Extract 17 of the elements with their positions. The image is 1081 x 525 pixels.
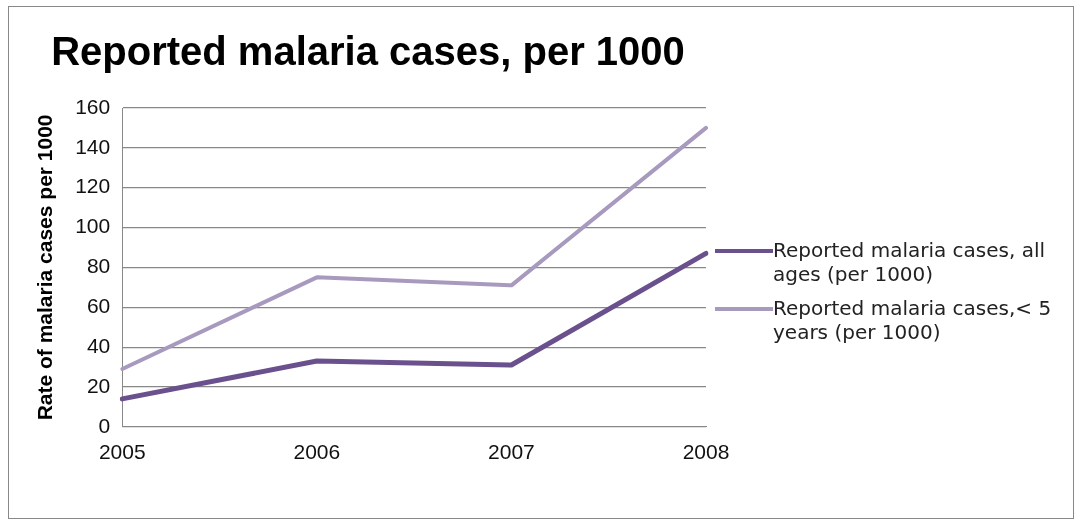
y-axis-title: Rate of malaria cases per 1000 [33,114,57,421]
y-tick-label: 0 [98,413,111,437]
x-tick-label: 2006 [293,440,341,464]
legend-label: Reported malaria cases,< 5 years (per 1000) [773,296,1053,344]
y-tick-label: 40 [86,333,111,357]
y-tick-label: 140 [75,134,111,158]
legend-label: Reported malaria cases, all ages (per 1000) [773,238,1047,286]
y-tick-label: 120 [75,174,111,198]
y-tick-label: 160 [75,94,111,118]
x-tick-label: 2008 [682,440,730,464]
y-tick-label: 20 [86,373,111,397]
y-tick-label: 60 [86,294,111,318]
y-tick-label: 100 [75,214,111,238]
x-tick-label: 2005 [98,440,146,464]
x-tick-label: 2007 [488,440,535,464]
y-tick-label: 80 [86,254,111,278]
chart-title: Reported malaria cases, per 1000 [51,29,685,74]
